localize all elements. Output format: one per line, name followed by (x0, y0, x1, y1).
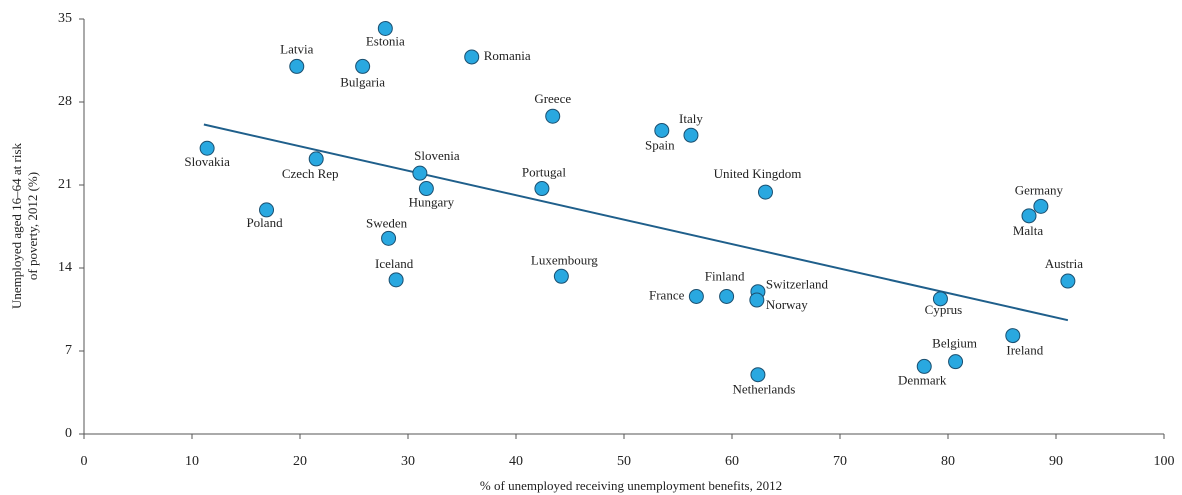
y-axis-title-line: Unemployed aged 16–64 at risk (9, 142, 24, 309)
point (683, 127, 699, 143)
point-label: France (649, 287, 685, 302)
point (750, 367, 766, 383)
point-label: Italy (679, 111, 703, 126)
point (289, 58, 305, 74)
point (1005, 328, 1021, 344)
point (308, 151, 324, 167)
point (381, 230, 397, 246)
point-label: Romania (484, 48, 531, 63)
trend-line (203, 123, 1069, 322)
y-tick-label: 0 (65, 426, 72, 441)
point (1021, 208, 1037, 224)
x-tick-label: 100 (1154, 454, 1175, 469)
point-label: Czech Rep (282, 166, 339, 181)
point-label: Slovenia (414, 148, 460, 163)
x-tick-label: 10 (185, 454, 199, 469)
x-tick-label: 80 (941, 454, 955, 469)
x-tick-label: 50 (617, 454, 631, 469)
x-tick-label: 40 (509, 454, 523, 469)
point-label: Slovakia (184, 154, 230, 169)
point (688, 288, 704, 304)
y-tick-label: 14 (58, 260, 72, 275)
point-label: Hungary (409, 195, 455, 210)
point (1060, 273, 1076, 289)
point (199, 140, 215, 156)
point-label: Switzerland (766, 277, 829, 292)
point-label: Germany (1015, 182, 1064, 197)
point-label: Bulgaria (340, 74, 385, 89)
point-label: Sweden (366, 215, 408, 230)
point (553, 268, 569, 284)
point-label: Poland (246, 215, 283, 230)
point (757, 184, 773, 200)
y-axis-title: Unemployed aged 16–64 at risk of poverty… (9, 142, 40, 309)
y-tick-label: 21 (58, 177, 72, 192)
x-tick-label: 30 (401, 454, 415, 469)
point (534, 181, 550, 197)
point (259, 202, 275, 218)
point (388, 272, 404, 288)
point-label: Luxembourg (531, 252, 598, 267)
point (1033, 198, 1049, 214)
point-label: Greece (534, 91, 571, 106)
y-tick-label: 7 (65, 343, 72, 358)
point (464, 49, 480, 65)
x-tick-label: 70 (833, 454, 847, 469)
point-label: Belgium (932, 336, 977, 351)
y-tick-label: 35 (58, 11, 72, 26)
point (916, 358, 932, 374)
point (749, 292, 765, 308)
point-label: Iceland (375, 256, 414, 271)
x-tick-label: 20 (293, 454, 307, 469)
point-label: Cyprus (925, 302, 963, 317)
y-tick-label: 28 (58, 94, 72, 109)
point (355, 58, 371, 74)
x-tick-label: 60 (725, 454, 739, 469)
point (545, 108, 561, 124)
point-label: Norway (766, 297, 808, 312)
point (719, 288, 735, 304)
point (418, 181, 434, 197)
point-label: Austria (1045, 256, 1084, 271)
point-label: Denmark (898, 372, 947, 387)
point (654, 122, 670, 138)
point (932, 291, 948, 307)
y-axis-title-line: of poverty, 2012 (%) (25, 172, 40, 280)
x-axis-title: % of unemployed receiving unemployment b… (480, 478, 782, 493)
x-tick-label: 90 (1049, 454, 1063, 469)
point (948, 354, 964, 370)
point-label: Estonia (366, 33, 405, 48)
point-label: Portugal (522, 165, 566, 180)
point (377, 20, 393, 36)
point-label: Latvia (280, 41, 313, 56)
point-label: United Kingdom (714, 166, 802, 181)
point-label: Malta (1013, 223, 1044, 238)
x-tick-label: 0 (81, 454, 88, 469)
point-label: Finland (705, 268, 745, 283)
point-label: Spain (645, 137, 675, 152)
point (412, 165, 428, 181)
point-label: Netherlands (733, 382, 796, 397)
point-label: Ireland (1006, 343, 1043, 358)
